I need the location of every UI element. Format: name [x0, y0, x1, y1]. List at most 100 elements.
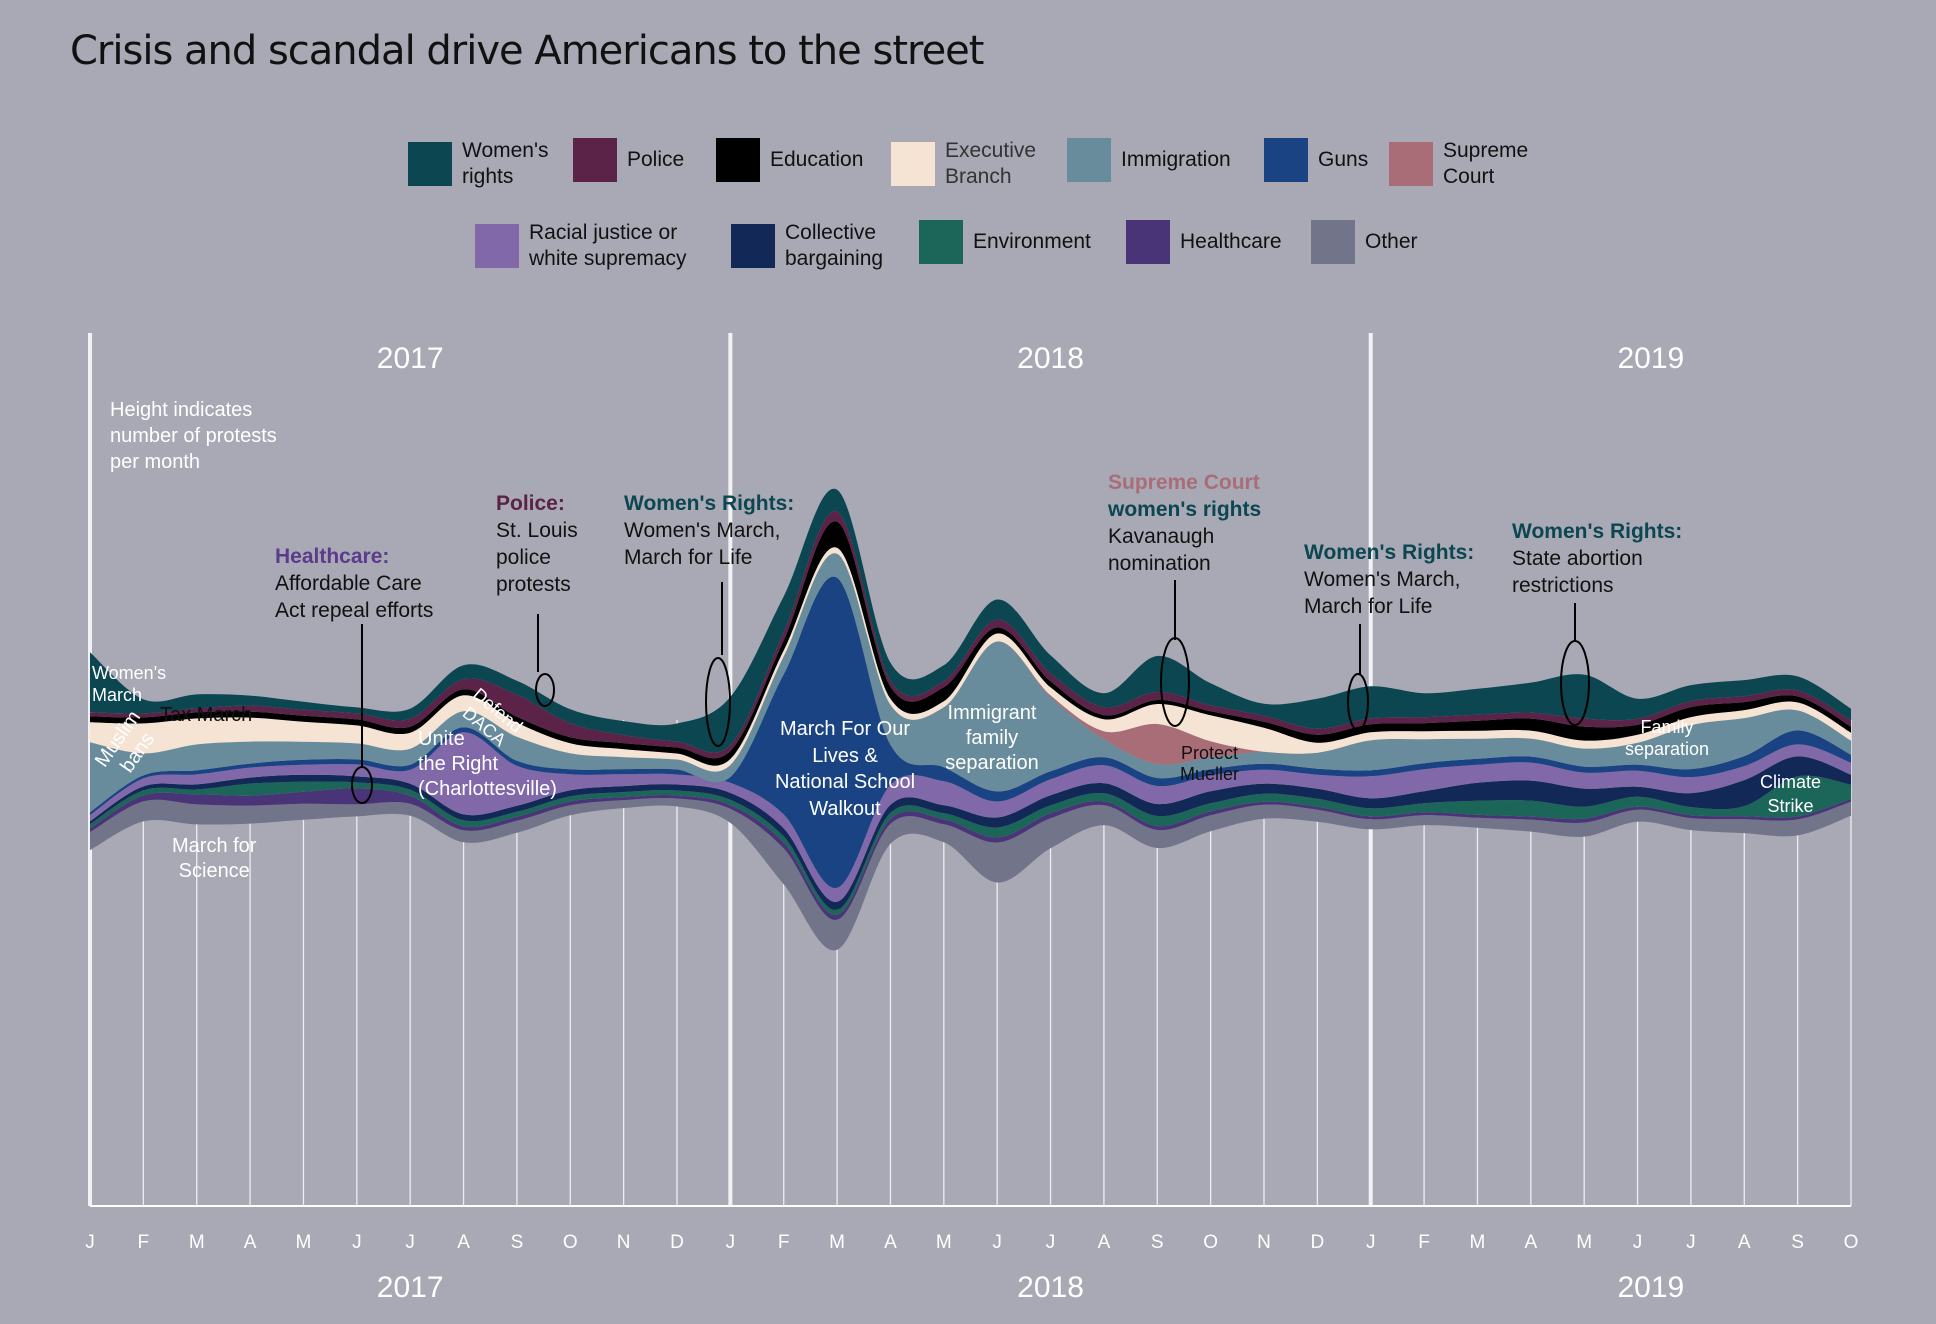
legend-label: Executive Branch [945, 139, 1037, 188]
label-immigrant-family-separation: Immigrant family separation [945, 702, 1039, 774]
legend-label: Supreme Court [1443, 139, 1529, 188]
year-label-top: 2018 [1017, 342, 1084, 375]
annotation-heading: Women's Rights: [1512, 520, 1683, 543]
legend-label: Racial justice or white supremacy [529, 221, 687, 270]
legend-swatch [1067, 138, 1111, 182]
label-march-for-science: March for Science [172, 835, 257, 882]
annotation-bracket [351, 766, 373, 804]
legend-swatch [891, 142, 935, 186]
annotation-heading-2: women's rights [1108, 498, 1262, 521]
legend-label: Other [1365, 230, 1418, 253]
month-tick-label: F [778, 1232, 790, 1253]
legend-item-guns: Guns [1264, 138, 1368, 182]
legend-swatch [1311, 220, 1355, 264]
month-tick-label: S [1791, 1232, 1804, 1253]
year-label-top: 2019 [1617, 342, 1684, 375]
legend-label: Healthcare [1180, 230, 1282, 253]
month-tick-label: D [1310, 1232, 1324, 1253]
annotation-heading: Women's Rights: [1304, 541, 1475, 564]
label-tax-march: Tax March [160, 704, 253, 726]
stream-collective-bargaining [90, 756, 1851, 910]
month-tick-label: F [1418, 1232, 1430, 1253]
annotation-healthcare: Healthcare: Affordable Care Act repeal ef… [275, 543, 433, 624]
chart-title: Crisis and scandal drive Americans to th… [70, 28, 984, 74]
year-label-bottom: 2019 [1617, 1271, 1684, 1304]
month-tick-label: M [1576, 1232, 1592, 1253]
month-tick-label: D [670, 1232, 684, 1253]
legend-label: Guns [1318, 148, 1369, 171]
annotation-heading: Women's Rights: [624, 492, 795, 515]
month-tick-label: M [296, 1232, 312, 1253]
year-label-bottom: 2017 [377, 1271, 444, 1304]
annotation-bracket [705, 657, 731, 747]
month-tick-label: J [726, 1232, 736, 1253]
month-tick-label: J [1366, 1232, 1376, 1253]
legend-item-executive-branch: Executive Branch [891, 138, 1036, 190]
month-tick-label: J [405, 1232, 415, 1253]
annotation-leaders [351, 580, 1590, 804]
annotation-text: State abortion restrictions [1512, 547, 1643, 597]
annotation-bracket [1160, 637, 1190, 727]
label-family-separation: Family separation [1625, 717, 1710, 759]
legend-swatch [408, 142, 452, 186]
annotation-womens-rights-2018: Women's Rights: Women's March, March for … [624, 490, 794, 571]
stream-racial-justice-or-white-supremacy [90, 732, 1851, 902]
annotation-text: Women's March, March for Life [1304, 568, 1461, 618]
annotation-womens-rights-2019: Women's Rights: Women's March, March for … [1304, 539, 1474, 620]
legend-item-supreme-court: Supreme Court [1389, 138, 1528, 190]
legend-label: Collective bargaining [785, 221, 884, 270]
month-tick-label: S [511, 1232, 524, 1253]
annotation-text: St. Louis police protests [496, 519, 578, 596]
month-tick-label: A [457, 1232, 470, 1253]
legend-item-police: Police [573, 138, 684, 182]
month-tick-label: M [1470, 1232, 1486, 1253]
year-label-top: 2017 [377, 342, 444, 375]
legend-item-environment: Environment [919, 220, 1091, 264]
annotation-bracket [535, 673, 555, 707]
legend-label: Police [627, 148, 685, 171]
month-tick-label: M [936, 1232, 952, 1253]
month-tick-label: M [189, 1232, 205, 1253]
legend-swatch [1264, 138, 1308, 182]
annotation-text: Kavanaugh nomination [1108, 525, 1215, 575]
month-tick-label: F [138, 1232, 150, 1253]
stream-layers [90, 488, 1851, 951]
month-tick-label: O [1203, 1232, 1218, 1253]
legend-swatch [1389, 142, 1433, 186]
legend-item-collective-bargaining: Collective bargaining [731, 220, 883, 272]
legend-item-immigration: Immigration [1067, 138, 1231, 182]
label-march-for-our-lives: March For Our Lives & National School Wa… [774, 718, 916, 820]
legend-label: Education [770, 148, 864, 171]
label-climate-strike: Climate Strike [1760, 772, 1822, 816]
stream-other [90, 797, 1851, 951]
month-tick-label: A [1098, 1232, 1111, 1253]
month-tick-label: M [829, 1232, 845, 1253]
annotation-text: Women's March, March for Life [624, 519, 781, 569]
label-unite-the-right: Unite the Right (Charlottesville) [418, 728, 557, 800]
label-womens-march: Women's March [92, 663, 167, 705]
month-tick-label: J [992, 1232, 1002, 1253]
stream-healthcare [90, 788, 1851, 921]
legend-swatch [919, 220, 963, 264]
stream-environment [90, 775, 1851, 915]
legend-item-racial-justice: Racial justice or white supremacy [475, 220, 687, 272]
legend-item-womens-rights: Women's rights [408, 138, 548, 190]
year-label-bottom: 2018 [1017, 1271, 1084, 1304]
legend-swatch [1126, 220, 1170, 264]
month-tick-label: S [1151, 1232, 1164, 1253]
annotation-text: Affordable Care Act repeal efforts [275, 572, 434, 622]
annotation-bracket [1560, 640, 1590, 726]
month-tick-label: A [884, 1232, 897, 1253]
annotation-bracket [1347, 673, 1369, 731]
legend-item-education: Education [716, 138, 863, 182]
legend: Women's rights Police Education Executiv… [0, 0, 1936, 300]
month-tick-label: J [1686, 1232, 1696, 1253]
month-tick-label: J [352, 1232, 362, 1253]
legend-swatch [475, 224, 519, 268]
annotation-abortion: Women's Rights: State abortion restrictio… [1512, 518, 1682, 599]
month-tick-label: N [617, 1232, 631, 1253]
month-tick-label: O [563, 1232, 578, 1253]
annotation-heading: Police: [496, 492, 565, 515]
annotation-supreme-court: Supreme Court women's rights Kavanaugh nom… [1108, 469, 1261, 577]
month-tick-label: N [1257, 1232, 1271, 1253]
